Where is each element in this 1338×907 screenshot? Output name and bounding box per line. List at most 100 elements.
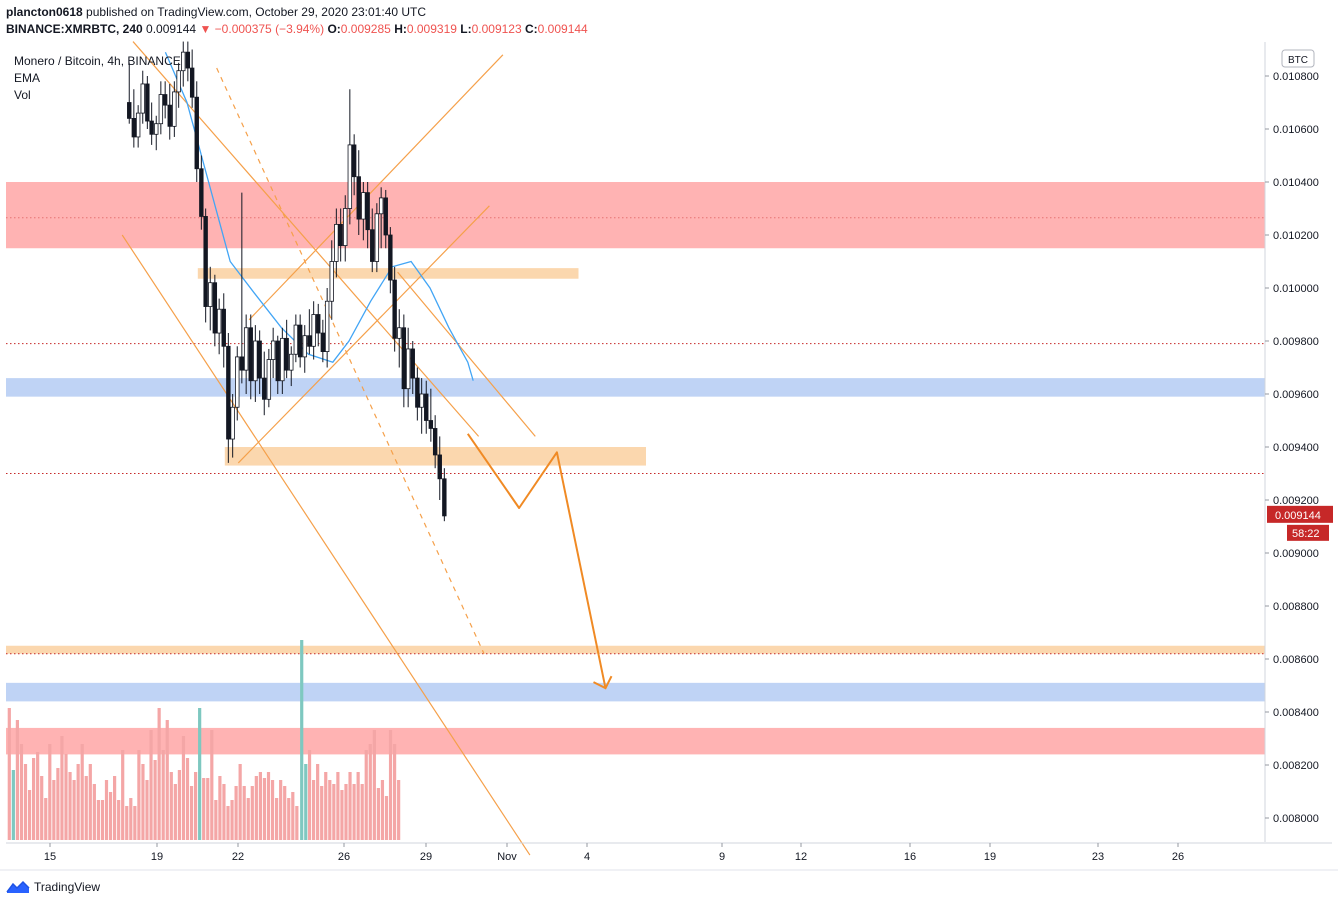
candle-body — [334, 223, 339, 262]
volume-bar — [344, 784, 348, 840]
volume-bar — [84, 776, 88, 840]
volume-bar — [376, 788, 380, 840]
price-tick-label: 0.009800 — [1273, 336, 1319, 348]
candle-body — [199, 168, 204, 217]
candle-body — [284, 337, 289, 371]
candle-body — [338, 223, 343, 246]
volume-bar — [177, 770, 181, 840]
candle-body — [442, 478, 447, 517]
candle-body — [397, 327, 402, 339]
volume-bar — [372, 730, 376, 840]
trend-line-4[interactable] — [216, 67, 485, 654]
volume-bar — [311, 780, 316, 840]
tradingview-footer[interactable]: TradingView — [6, 880, 100, 894]
volume-bar — [185, 758, 190, 840]
volume-bar — [161, 750, 165, 840]
trend-line-5[interactable] — [397, 271, 536, 437]
price-tick-label: 0.010800 — [1273, 71, 1319, 83]
low-value: 0.009123 — [471, 22, 522, 36]
volume-bar — [324, 772, 328, 840]
symbol-line: BINANCE:XMRBTC, 240 — [6, 22, 143, 36]
candle-body — [378, 197, 384, 215]
candle-body — [149, 120, 154, 135]
time-tick-label: 19 — [984, 851, 996, 863]
candle-body — [185, 51, 191, 69]
currency-badge-label: BTC — [1288, 55, 1308, 66]
candle-body — [167, 104, 172, 127]
candle-body — [383, 197, 388, 236]
countdown-label: 58:22 — [1292, 528, 1320, 540]
price-tick-label: 0.008600 — [1273, 654, 1319, 666]
volume-bar — [368, 744, 372, 840]
volume-bar — [96, 800, 100, 840]
volume-bar — [52, 780, 56, 840]
volume-bar — [129, 798, 133, 840]
volume-bar — [242, 786, 246, 840]
volume-bar — [40, 776, 44, 840]
volume-bar — [189, 786, 194, 840]
candle-body — [311, 314, 316, 347]
legend-ema[interactable]: EMA — [14, 71, 41, 85]
volume-bar — [316, 764, 320, 840]
volume-bar — [88, 764, 92, 840]
volume-bar — [270, 780, 275, 840]
volume-bar — [11, 770, 15, 840]
time-tick-label: 9 — [719, 851, 725, 863]
volume-bar — [100, 800, 105, 840]
candle-body — [307, 335, 312, 347]
candle-body — [203, 216, 208, 307]
projection-path[interactable] — [466, 433, 607, 689]
price-tick-label: 0.008000 — [1273, 813, 1319, 825]
candle-body — [437, 454, 442, 480]
plot-area[interactable] — [6, 42, 1265, 842]
trend-line-3[interactable] — [248, 54, 504, 321]
open-value: 0.009285 — [340, 22, 391, 36]
candle-body — [140, 83, 145, 114]
volume-bar — [210, 730, 214, 840]
legend-vol[interactable]: Vol — [14, 88, 31, 102]
volume-bar — [380, 780, 385, 840]
volume-bar — [165, 720, 169, 840]
volume-bar — [7, 708, 11, 840]
volume-bar — [356, 772, 360, 840]
last-price: 0.009144 — [146, 22, 197, 36]
price-tick-label: 0.008200 — [1273, 760, 1319, 772]
trend-line-2[interactable] — [237, 205, 490, 464]
volume-bar — [44, 798, 48, 840]
volume-bar — [60, 736, 64, 840]
author-name[interactable]: plancton0618 — [6, 5, 83, 19]
candle-body — [194, 96, 199, 170]
high-value: 0.009319 — [406, 22, 457, 36]
candle-body — [226, 345, 231, 440]
volume-bar — [153, 760, 157, 840]
candle-body — [324, 300, 330, 352]
trend-line-1[interactable] — [121, 234, 531, 856]
legend-title[interactable]: Monero / Bitcoin, 4h, BINANCE — [14, 54, 181, 68]
trend-line-0[interactable] — [132, 41, 480, 437]
volume-bar — [133, 806, 137, 840]
volume-bar — [23, 764, 28, 840]
candle-body — [374, 213, 380, 262]
candle-body — [266, 359, 272, 400]
close-label: C: — [525, 22, 538, 36]
current-price-tag — [1267, 505, 1333, 523]
volume-bar — [392, 744, 397, 840]
volume-bar — [157, 708, 161, 840]
volume-bar — [198, 708, 202, 840]
candle-body — [253, 340, 258, 382]
volume-bar — [214, 800, 218, 840]
volume-bar — [328, 780, 332, 840]
candle-body — [216, 308, 222, 334]
volume-bar — [234, 786, 238, 840]
volume-bar — [173, 784, 177, 840]
candle-body — [405, 348, 411, 390]
price-change: −0.000375 (−3.94%) — [214, 22, 325, 36]
time-tick-label: 26 — [338, 851, 350, 863]
candle-body — [401, 327, 407, 390]
candle-body — [176, 70, 181, 93]
volume-bar — [295, 806, 299, 840]
currency-badge[interactable] — [1281, 49, 1315, 68]
candle-body — [388, 234, 393, 281]
time-tick-label: 16 — [904, 851, 916, 863]
